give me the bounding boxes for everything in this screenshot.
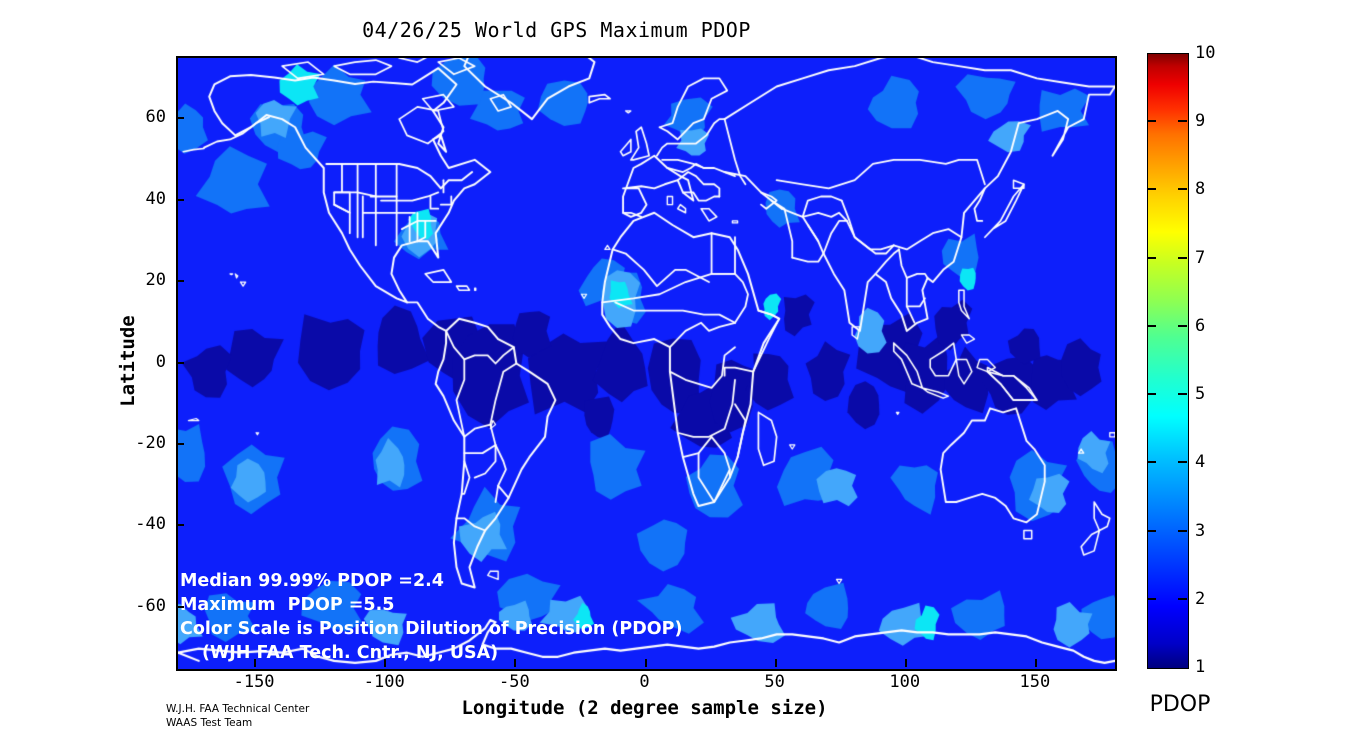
page-title: 04/26/25 World GPS Maximum PDOP (362, 18, 751, 42)
colorbar-tick-2: 2 (1195, 588, 1206, 609)
colorbar-tick-mark-right-3 (1178, 529, 1187, 532)
colorbar-tick-mark-left-9 (1147, 120, 1156, 123)
colorbar-tick-3: 3 (1195, 520, 1206, 541)
y-tick-mark-20 (176, 280, 184, 283)
y-tick-mark-0 (176, 361, 184, 364)
x-tick-50: 50 (764, 672, 785, 692)
world-pdop-heatmap (178, 58, 1115, 669)
y-tick-0: 0 (155, 351, 166, 372)
colorbar-tick-10: 10 (1195, 43, 1216, 63)
y-tick-mark--60 (176, 605, 184, 608)
colorbar-tick-5: 5 (1195, 384, 1206, 405)
x-tick-mark--100 (384, 659, 387, 667)
colorbar-tick-mark-right-6 (1178, 324, 1187, 327)
colorbar-tick-mark-left-6 (1147, 324, 1156, 327)
x-tick-mark-50 (774, 659, 777, 667)
footer-line-1: W.J.H. FAA Technical Center (166, 703, 310, 715)
x-tick-mark--50 (514, 659, 517, 667)
y-tick--40: -40 (135, 514, 166, 535)
colorbar-tick-mark-right-8 (1178, 188, 1187, 191)
footer-credit: W.J.H. FAA Technical Center WAAS Test Te… (166, 702, 309, 730)
x-tick-mark-150 (1034, 659, 1037, 667)
y-axis-title: Latitude (117, 315, 139, 407)
colorbar-tick-mark-left-7 (1147, 256, 1156, 259)
y-tick--60: -60 (135, 595, 166, 616)
y-tick-40: 40 (145, 188, 166, 209)
x-axis-title: Longitude (2 degree sample size) (461, 697, 828, 719)
x-tick-0: 0 (639, 672, 650, 692)
colorbar-tick-mark-right-4 (1178, 461, 1187, 464)
x-tick-mark--150 (254, 659, 257, 667)
colorbar-tick-4: 4 (1195, 452, 1206, 473)
x-tick-mark-100 (904, 659, 907, 667)
footer-line-2: WAAS Test Team (166, 717, 253, 729)
colorbar-tick-mark-right-5 (1178, 393, 1187, 396)
y-tick-mark-60 (176, 117, 184, 120)
y-tick-mark--20 (176, 442, 184, 445)
x-tick-mark-0 (644, 659, 647, 667)
colorbar-tick-mark-left-2 (1147, 597, 1156, 600)
colorbar-tick-mark-left-3 (1147, 529, 1156, 532)
colorbar-tick-mark-right-2 (1178, 597, 1187, 600)
colorbar-gradient (1148, 54, 1188, 668)
colorbar-tick-mark-right-7 (1178, 256, 1187, 259)
y-tick-mark--40 (176, 524, 184, 527)
y-tick--20: -20 (135, 432, 166, 453)
y-tick-20: 20 (145, 270, 166, 291)
colorbar-tick-mark-left-4 (1147, 461, 1156, 464)
x-tick--50: -50 (499, 672, 530, 692)
colorbar-tick-8: 8 (1195, 179, 1206, 200)
y-tick-mark-40 (176, 198, 184, 201)
colorbar (1147, 53, 1189, 669)
colorbar-title: PDOP (1149, 692, 1211, 717)
x-tick--150: -150 (233, 672, 275, 692)
x-tick--100: -100 (363, 672, 405, 692)
colorbar-tick-9: 9 (1195, 111, 1206, 132)
colorbar-tick-mark-right-9 (1178, 120, 1187, 123)
colorbar-tick-7: 7 (1195, 247, 1206, 268)
x-tick-100: 100 (889, 672, 921, 692)
y-tick-60: 60 (145, 107, 166, 128)
colorbar-tick-mark-left-5 (1147, 393, 1156, 396)
colorbar-tick-1: 1 (1195, 657, 1206, 677)
map-plot-area: Median 99.99% PDOP =2.4 Maximum PDOP =5.… (176, 56, 1117, 671)
colorbar-tick-mark-left-8 (1147, 188, 1156, 191)
x-tick-150: 150 (1019, 672, 1051, 692)
colorbar-tick-6: 6 (1195, 315, 1206, 336)
